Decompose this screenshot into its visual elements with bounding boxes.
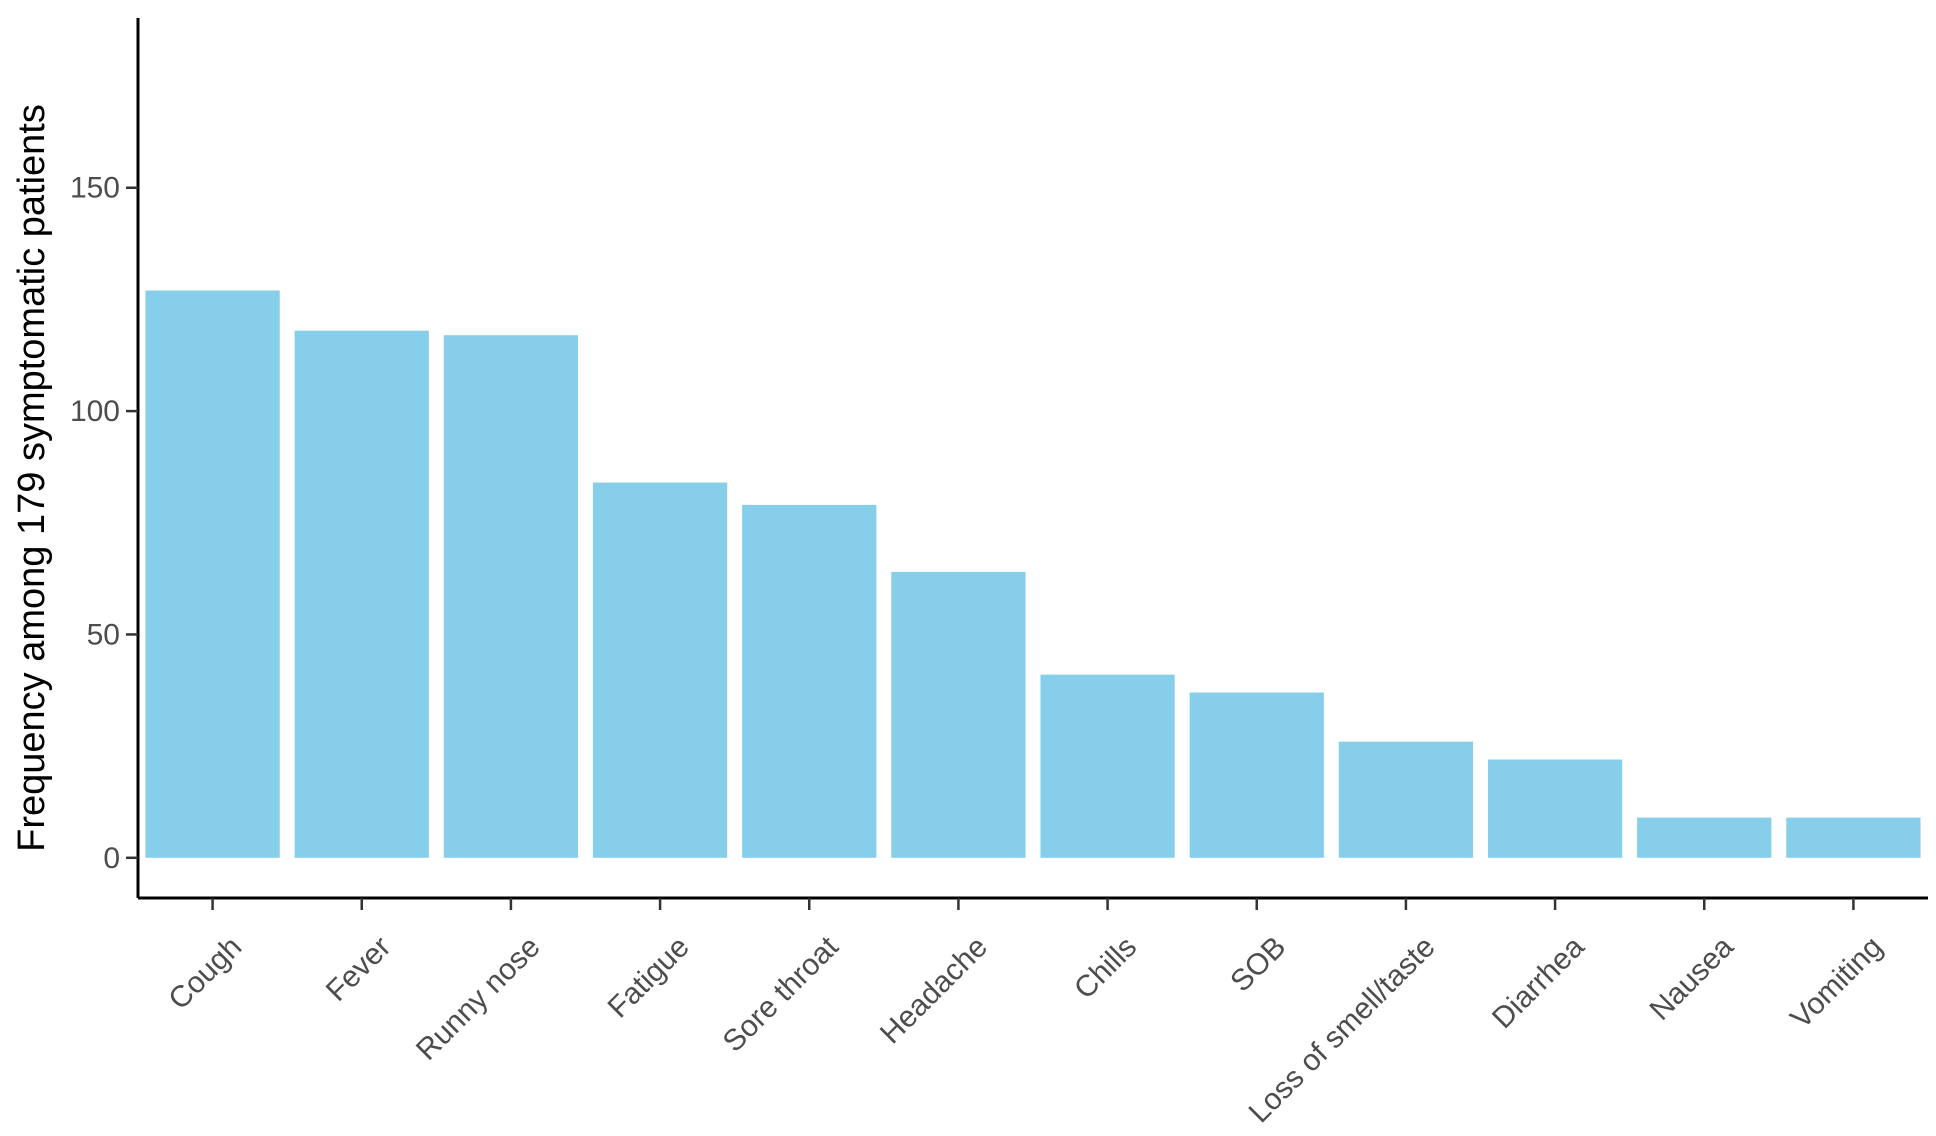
bars-layer <box>145 290 1921 858</box>
bar-runny-nose <box>443 335 579 858</box>
bar-loss-of-smell-taste <box>1338 741 1474 858</box>
x-tick-label-vomiting: Vomiting <box>1784 930 1889 1035</box>
x-tick-label-sore-throat: Sore throat <box>717 930 846 1059</box>
bar-sob <box>1189 692 1324 858</box>
x-tick-label-runny-nose: Runny nose <box>410 930 547 1067</box>
x-tick-label-fever: Fever <box>320 930 398 1008</box>
y-tick-label-0: 0 <box>103 842 120 875</box>
x-tick-label-headache: Headache <box>874 930 994 1050</box>
bar-fatigue <box>592 482 728 858</box>
bar-chills <box>1040 674 1175 858</box>
y-tick-label-100: 100 <box>70 395 120 428</box>
bar-fever <box>294 330 429 858</box>
x-tick-label-cough: Cough <box>162 930 248 1016</box>
x-tick-label-sob: SOB <box>1224 930 1292 998</box>
x-axis: Cough Fever Runny nose Fatigue Sore throat He… <box>138 896 1928 1129</box>
y-axis-title: Frequency among 179 symptomatic patients <box>11 104 53 852</box>
bar-headache <box>891 571 1026 858</box>
x-tick-label-diarrhea: Diarrhea <box>1486 930 1591 1035</box>
y-axis: 0 50 100 150 <box>70 18 140 898</box>
y-tick-label-50: 50 <box>87 618 120 651</box>
bar-sore-throat <box>742 504 877 858</box>
bar-nausea <box>1637 817 1772 858</box>
bar-vomiting <box>1786 817 1921 858</box>
x-tick-label-nausea: Nausea <box>1643 930 1740 1027</box>
x-tick-label-fatigue: Fatigue <box>602 930 696 1024</box>
bar-cough <box>145 290 280 858</box>
x-tick-label-chills: Chills <box>1068 930 1143 1005</box>
bar-diarrhea <box>1487 759 1623 858</box>
y-tick-label-150: 150 <box>70 172 120 205</box>
